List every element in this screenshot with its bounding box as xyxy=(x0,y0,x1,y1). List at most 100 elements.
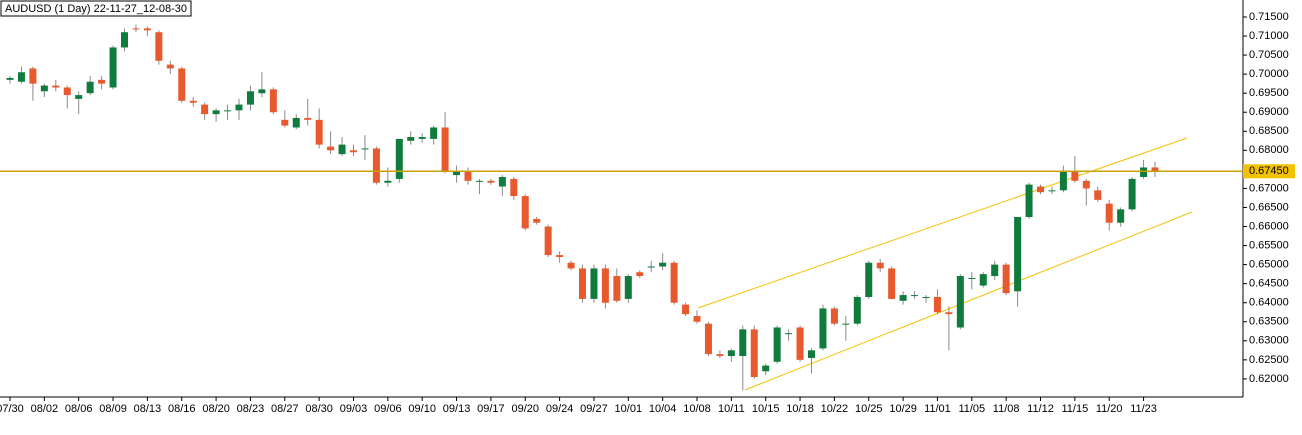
candle-body xyxy=(933,296,941,313)
candle-body xyxy=(533,218,541,223)
candle-body xyxy=(819,308,827,349)
x-tick-label: 11/15 xyxy=(1061,403,1088,415)
candle-body xyxy=(98,79,106,84)
candle-body xyxy=(865,262,873,297)
x-tick-label: 09/13 xyxy=(443,403,471,415)
candle-body xyxy=(430,127,438,139)
candle-body xyxy=(1151,167,1159,172)
candle-body xyxy=(956,276,964,328)
candle-body xyxy=(224,110,232,112)
x-tick-label: 10/29 xyxy=(889,403,917,415)
candle-body xyxy=(246,91,254,105)
candle-body xyxy=(1002,264,1010,294)
candle-body xyxy=(544,226,552,256)
candle-body xyxy=(1105,203,1113,223)
y-tick-label: 0.71500 xyxy=(1249,11,1289,23)
y-tick-label: 0.63500 xyxy=(1249,316,1289,328)
candle-body xyxy=(1128,178,1136,210)
candle-body xyxy=(796,327,804,360)
candle-body xyxy=(132,28,140,30)
candle-body xyxy=(63,87,71,96)
candle-body xyxy=(1059,171,1067,191)
candle-body xyxy=(647,266,655,268)
candle-body xyxy=(659,262,667,267)
candle-body xyxy=(899,295,907,301)
candle-body xyxy=(979,274,987,286)
candle-body xyxy=(682,304,690,315)
candle-body xyxy=(842,323,850,325)
candle-body xyxy=(556,255,564,257)
candle-body xyxy=(773,327,781,362)
y-tick-label: 0.68500 xyxy=(1249,125,1289,137)
candle-body xyxy=(52,85,60,88)
candle-body xyxy=(853,296,861,324)
y-tick-label: 0.63000 xyxy=(1249,335,1289,347)
y-tick-label: 0.64000 xyxy=(1249,297,1289,309)
x-tick-label: 08/13 xyxy=(134,403,162,415)
x-tick-label: 10/22 xyxy=(821,403,849,415)
y-tick-label: 0.62500 xyxy=(1249,354,1289,366)
title-box xyxy=(0,0,192,17)
candle-body xyxy=(590,268,598,299)
x-tick-label: 09/20 xyxy=(511,403,539,415)
candle-body xyxy=(453,171,461,176)
y-tick-label: 0.62000 xyxy=(1249,373,1289,385)
x-tick-label: 08/23 xyxy=(237,403,265,415)
candle-body xyxy=(29,68,37,84)
candle-body xyxy=(1082,180,1090,189)
candle-body xyxy=(338,144,346,155)
candle-body xyxy=(727,350,735,357)
x-tick-label: 11/08 xyxy=(993,403,1020,415)
x-tick-label: 08/16 xyxy=(168,403,196,415)
y-tick-label: 0.69500 xyxy=(1249,87,1289,99)
x-tick-label: 08/30 xyxy=(305,403,333,415)
y-tick-label: 0.64500 xyxy=(1249,278,1289,290)
x-tick-label: 10/25 xyxy=(855,403,883,415)
candle-body xyxy=(178,68,186,101)
candle-body xyxy=(1037,186,1044,193)
candle-body xyxy=(487,180,495,183)
x-tick-label: 08/20 xyxy=(202,403,230,415)
candle-body xyxy=(498,176,506,187)
x-tick-label: 11/12 xyxy=(1027,403,1054,415)
candle-body xyxy=(636,272,644,277)
candle-body xyxy=(361,148,369,150)
candle-body xyxy=(407,136,415,141)
x-tick-label: 09/03 xyxy=(340,403,368,415)
channel-lower xyxy=(744,211,1193,391)
candle-body xyxy=(922,296,930,298)
candle-body xyxy=(521,196,529,229)
x-tick-label: 08/09 xyxy=(99,403,127,415)
x-tick-label: 08/27 xyxy=(271,403,299,415)
y-tick-label: 0.66000 xyxy=(1249,220,1289,232)
candle-body xyxy=(739,329,747,357)
x-tick-label: 11/01 xyxy=(924,403,951,415)
candle-body xyxy=(624,276,632,299)
candle-body xyxy=(579,268,586,299)
candle-body xyxy=(201,104,209,115)
candle-body xyxy=(876,262,884,269)
candle-body xyxy=(830,308,838,324)
y-tick-label: 0.70500 xyxy=(1249,49,1289,61)
x-tick-label: 10/11 xyxy=(718,403,745,415)
candle-body xyxy=(304,117,312,120)
candle-body xyxy=(1048,190,1056,192)
candle-body xyxy=(17,72,25,82)
candle-body xyxy=(808,350,815,358)
candle-body xyxy=(613,276,621,301)
y-tick-label: 0.69000 xyxy=(1249,106,1289,118)
price-label: 0.67450 xyxy=(1249,165,1289,177)
candle-body xyxy=(384,180,392,183)
candle-body xyxy=(258,89,266,94)
candle-body xyxy=(968,277,976,279)
x-tick-label: 10/01 xyxy=(615,403,643,415)
x-tick-label: 09/27 xyxy=(580,403,608,415)
price-label-box xyxy=(1243,164,1295,179)
candle-body xyxy=(991,264,999,277)
y-tick-label: 0.65000 xyxy=(1249,259,1289,271)
candle-body xyxy=(704,323,712,355)
candle-body xyxy=(510,178,518,197)
y-tick-label: 0.71000 xyxy=(1249,30,1289,42)
x-tick-label: 11/23 xyxy=(1130,403,1157,415)
